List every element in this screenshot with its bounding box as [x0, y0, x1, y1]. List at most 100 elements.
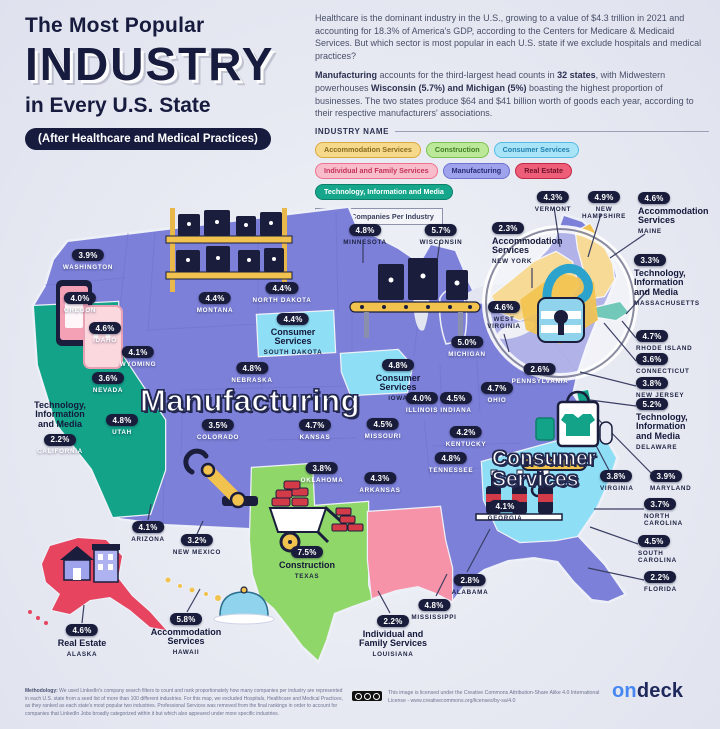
state-marker-minnesota: 4.8% Minnesota — [343, 224, 387, 246]
state-marker-arkansas: 4.3% Arkansas — [359, 472, 400, 494]
state-marker-vermont: 4.3% Vermont — [535, 191, 571, 213]
state-industry-label: Technology, Information and Media — [34, 399, 86, 429]
state-value-badge: 2.8% — [453, 574, 487, 586]
state-marker-ohio: 4.7% Ohio — [480, 382, 514, 404]
leader-lines — [81, 206, 656, 624]
state-value-badge: 4.0% — [63, 292, 97, 304]
state-marker-texas: 7.5% Construction Texas — [279, 546, 335, 581]
subtitle-pill: (After Healthcare and Medical Practices) — [25, 128, 271, 150]
state-name-label: South Dakota — [263, 349, 323, 357]
state-marker-florida: 2.2% Florida — [644, 571, 677, 593]
state-name-label: Wyoming — [119, 360, 157, 368]
state-value-badge: 3.2% — [180, 534, 214, 546]
state-name-label: Vermont — [534, 205, 572, 213]
state-name-label: Missouri — [364, 432, 402, 440]
state-industry-label: Individual and Family Services — [358, 628, 428, 649]
state-marker-maine: 4.6% Accommodation Services Maine — [638, 192, 718, 236]
state-name-label: Indiana — [440, 406, 472, 414]
title-block: The Most Popular INDUSTRY in Every U.S. … — [25, 14, 315, 150]
state-value-badge: 2.3% — [492, 222, 525, 234]
legend-pill-accommodation-services: Accommodation Services — [315, 141, 421, 158]
state-value-badge: 4.5% — [638, 535, 671, 547]
state-value-badge: 4.3% — [536, 191, 570, 203]
state-name-label: Georgia — [487, 514, 523, 522]
state-value-badge: 4.7% — [636, 330, 669, 342]
state-name-label: California — [37, 448, 83, 456]
state-value-badge: 3.9% — [71, 249, 105, 261]
state-name-label: New Jersey — [636, 391, 685, 399]
state-name-label: Rhode Island — [636, 344, 693, 352]
state-value-badge: 3.3% — [634, 254, 667, 266]
state-name-label: New York — [492, 258, 533, 266]
state-value-badge: 7.5% — [290, 546, 324, 558]
state-marker-oregon: 4.0% Oregon — [63, 292, 97, 314]
state-marker-iowa: 4.8% Consumer Services Iowa — [372, 359, 424, 403]
state-marker-north-dakota: 4.4% North Dakota — [252, 282, 311, 304]
state-value-badge: 4.5% — [439, 392, 473, 404]
industry-legend: Accommodation Services Construction Consum… — [315, 141, 695, 200]
cloche-dish-icon — [213, 586, 275, 625]
state-marker-washington: 3.9% Washington — [63, 249, 113, 271]
legend-pill-real-estate: Real Estate — [515, 162, 572, 179]
state-name-label: Washington — [62, 263, 114, 271]
state-marker-south-carolina: 4.5% South Carolina — [638, 535, 684, 565]
state-marker-michigan: 5.0% Michigan — [448, 336, 485, 358]
state-name-label: Maine — [638, 228, 662, 236]
state-value-badge: 2.2% — [43, 433, 77, 446]
state-name-label: Virginia — [600, 484, 634, 492]
state-name-label: Alaska — [66, 650, 98, 658]
state-name-label: Kansas — [299, 433, 331, 441]
state-name-label: Hawaii — [172, 649, 200, 657]
state-value-badge: 4.7% — [480, 382, 514, 394]
state-value-badge: 4.9% — [587, 191, 621, 203]
state-name-label: Montana — [196, 306, 234, 314]
state-marker-utah: 4.8% Utah — [105, 414, 139, 436]
state-marker-new-jersey: 3.8% New Jersey — [636, 377, 684, 399]
alaska-aleutians — [28, 610, 48, 625]
state-value-badge: 4.8% — [348, 224, 382, 236]
page-title: INDUSTRY — [25, 38, 275, 90]
state-value-badge: 3.8% — [636, 377, 669, 389]
legend-pill-construction: Construction — [425, 141, 489, 158]
state-industry-label: Consumer Services — [270, 326, 316, 347]
state-marker-delaware: 5.2% Technology, Information and Media Del… — [636, 398, 700, 452]
state-name-label: Florida — [644, 585, 677, 593]
state-name-label: Iowa — [388, 395, 408, 403]
state-value-badge: 5.0% — [450, 336, 484, 348]
state-name-label: Illinois — [405, 406, 439, 414]
conveyor-boxes-icon — [349, 258, 481, 338]
state-marker-virginia: 3.8% Virginia — [600, 470, 634, 492]
state-marker-mississippi: 4.8% Mississippi — [411, 599, 456, 621]
state-name-label: Connecticut — [636, 367, 690, 375]
intro-paragraph-1: Healthcare is the dominant industry in t… — [315, 13, 702, 61]
state-value-badge: 3.5% — [201, 419, 235, 431]
title-line-1: The Most Popular — [25, 14, 205, 37]
legend-pill-consumer-services: Consumer Services — [493, 141, 579, 158]
state-value-badge: 2.2% — [376, 615, 410, 627]
shopping-bag-icon — [535, 390, 613, 448]
state-value-badge: 4.6% — [487, 301, 521, 313]
state-value-badge: 4.8% — [434, 452, 468, 464]
state-marker-oklahoma: 3.8% Oklahoma — [301, 462, 344, 484]
state-value-badge: 5.7% — [424, 224, 458, 236]
state-value-badge: 4.4% — [198, 292, 232, 304]
logo-prefix: on — [612, 680, 637, 702]
state-value-badge: 3.8% — [305, 462, 339, 474]
state-marker-maryland: 3.9% Maryland — [650, 470, 691, 492]
state-marker-kentucky: 4.2% Kentucky — [446, 426, 487, 448]
legend-pill-individual-and-family-services: Individual and Family Services — [315, 162, 438, 179]
state-name-label: Delaware — [636, 444, 678, 452]
state-industry-label: Construction — [279, 559, 335, 570]
state-marker-new-york: 2.3% Accommodation Services New York — [492, 222, 580, 266]
state-name-label: North Carolina — [644, 512, 683, 528]
state-value-badge: 4.3% — [363, 472, 397, 484]
state-marker-pennsylvania: 2.6% Pennsylvania — [512, 363, 569, 385]
state-marker-alaska: 4.6% Real Estate Alaska — [58, 624, 106, 659]
state-marker-hawaii: 5.8% Accommodation Services Hawaii — [142, 613, 230, 657]
state-value-badge: 4.6% — [88, 322, 122, 334]
state-name-label: New Mexico — [172, 548, 222, 556]
state-name-label: Mississippi — [411, 613, 457, 621]
state-name-label: Arizona — [131, 535, 165, 543]
intro-paragraph-2: Manufacturing accounts for the third-lar… — [315, 70, 694, 119]
